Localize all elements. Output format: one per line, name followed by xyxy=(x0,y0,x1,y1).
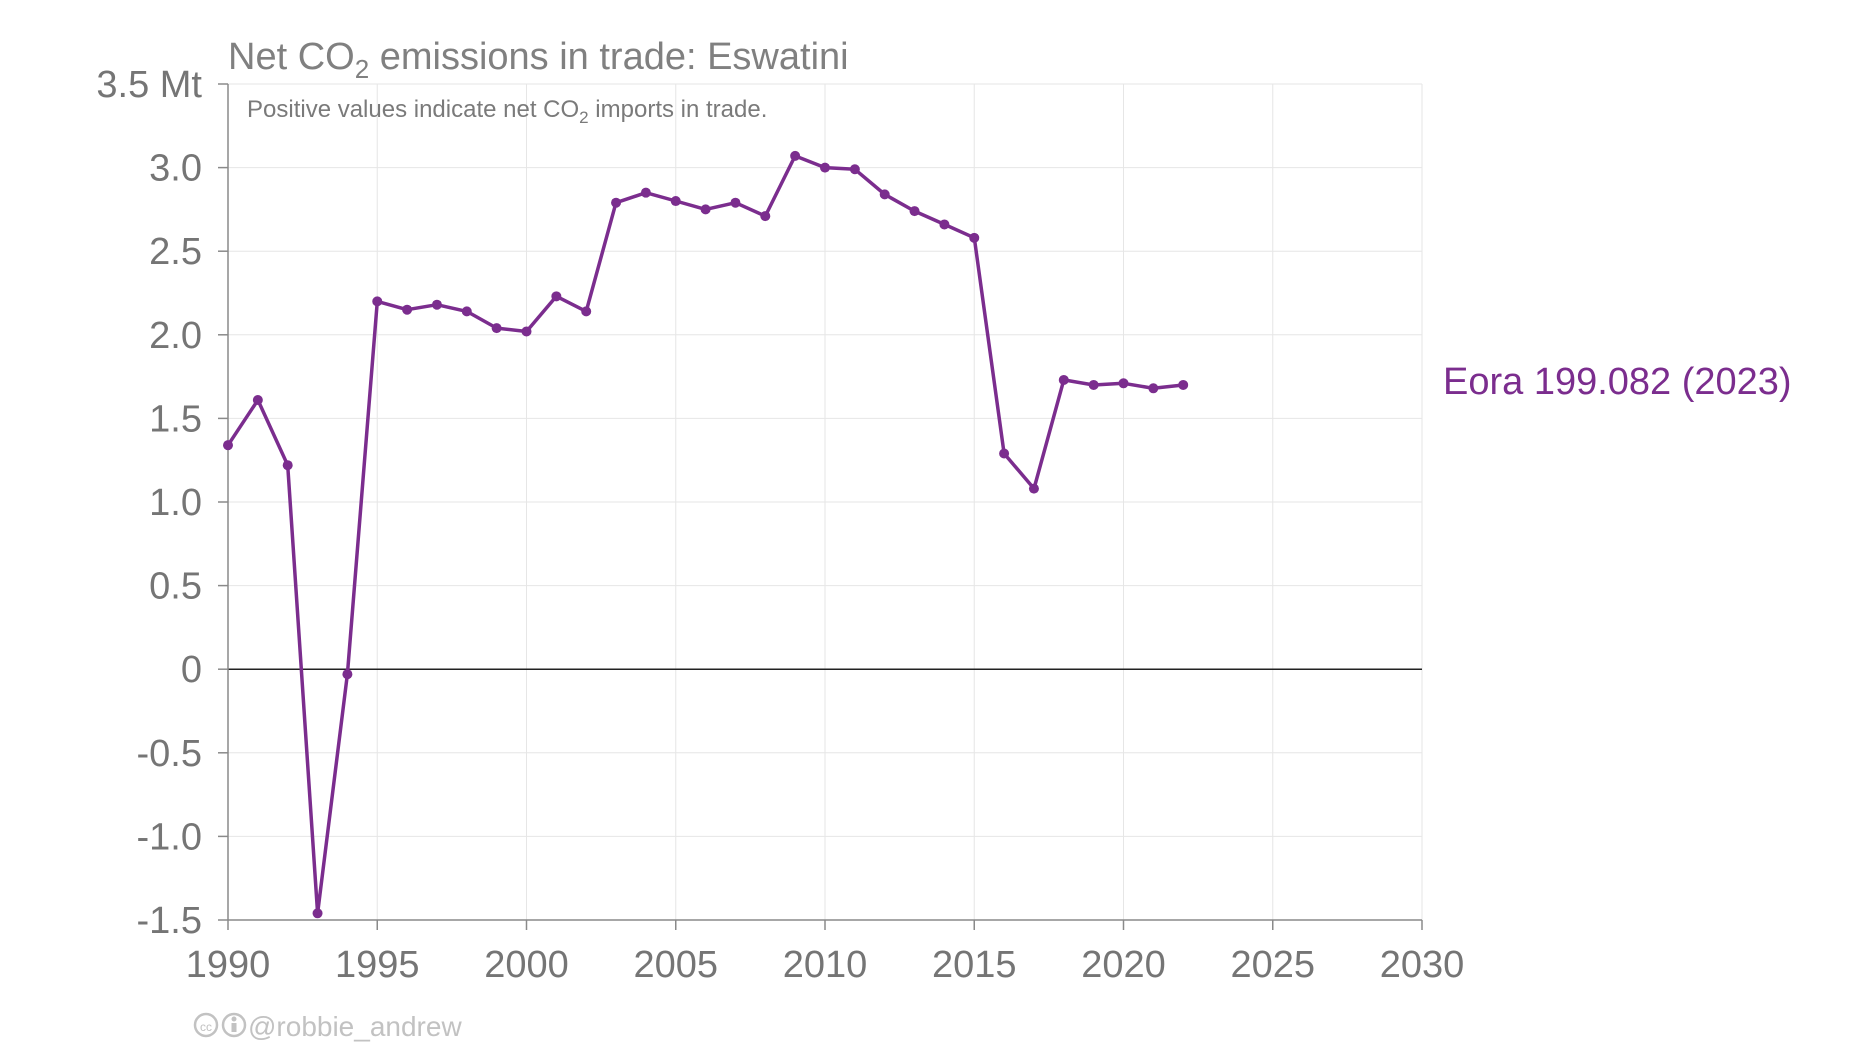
cc-icon: cc xyxy=(193,1012,219,1038)
series-line xyxy=(226,154,1185,916)
data-point xyxy=(700,204,711,215)
y-tick-label: 2.5 xyxy=(149,231,202,273)
series-layer xyxy=(223,150,1189,919)
y-tick-label: 1.5 xyxy=(149,398,202,440)
data-point xyxy=(551,291,562,302)
data-point xyxy=(461,306,472,317)
data-point xyxy=(760,211,771,222)
data-point xyxy=(879,189,890,200)
data-point xyxy=(1118,378,1129,389)
x-tick-label: 1990 xyxy=(186,944,271,986)
data-point xyxy=(611,197,622,208)
series-label: Eora 199.082 (2023) xyxy=(1443,361,1792,403)
grid xyxy=(228,83,1423,921)
axes xyxy=(218,83,1423,930)
data-point xyxy=(252,395,263,406)
y-tick-label: -0.5 xyxy=(137,733,202,775)
chart-subtitle: Positive values indicate net CO2 imports… xyxy=(247,96,767,127)
x-tick-labels: 1990 1995 2000 2005 2010 2015 2020 2025 2030 xyxy=(186,944,1465,986)
credit-text: @robbie_andrew xyxy=(248,1011,462,1042)
data-point xyxy=(1028,483,1039,494)
data-point xyxy=(581,306,592,317)
data-point xyxy=(282,460,293,471)
y-tick-labels: -1.5 -1.0 -0.5 0 0.5 1.0 1.5 2.0 2.5 3.0 3.5 Mt xyxy=(96,64,202,942)
x-tick-label: 2030 xyxy=(1380,944,1465,986)
y-tick-label: 2.0 xyxy=(149,315,202,357)
data-point xyxy=(1148,383,1159,394)
x-tick-label: 2005 xyxy=(633,944,718,986)
y-tick-label: 0 xyxy=(181,649,202,691)
data-point xyxy=(1178,379,1189,390)
data-point xyxy=(790,150,801,161)
chart-title: Net CO2 emissions in trade: Eswatini xyxy=(228,36,849,84)
y-tick-label: 3.0 xyxy=(149,148,202,190)
y-tick-label: -1.0 xyxy=(137,816,202,858)
data-point xyxy=(909,206,920,217)
y-tick-label: 1.0 xyxy=(149,482,202,524)
data-point xyxy=(969,232,980,243)
data-point xyxy=(849,164,860,175)
data-point xyxy=(402,304,413,315)
credit: cc @robbie_andrew xyxy=(193,1011,462,1042)
data-point xyxy=(491,323,502,334)
data-point xyxy=(431,299,442,310)
x-tick-label: 2025 xyxy=(1230,944,1315,986)
x-tick-label: 2015 xyxy=(932,944,1017,986)
data-point xyxy=(521,326,532,337)
data-point xyxy=(1088,379,1099,390)
data-point xyxy=(640,187,651,198)
x-tick-label: 2000 xyxy=(484,944,569,986)
data-point xyxy=(939,219,950,230)
data-point xyxy=(312,908,323,919)
x-tick-label: 2010 xyxy=(783,944,868,986)
data-point xyxy=(670,196,681,207)
data-point xyxy=(342,669,353,680)
y-tick-label: 0.5 xyxy=(149,566,202,608)
attribution-icon xyxy=(221,1012,247,1038)
data-point xyxy=(372,296,383,307)
svg-text:cc: cc xyxy=(200,1020,212,1034)
data-point xyxy=(730,197,741,208)
data-point xyxy=(820,162,830,173)
data-point xyxy=(223,440,233,451)
y-tick-label: -1.5 xyxy=(137,900,202,942)
y-tick-label: 3.5 Mt xyxy=(96,64,202,106)
data-point xyxy=(999,448,1010,459)
data-point xyxy=(1058,374,1069,385)
x-tick-label: 2020 xyxy=(1081,944,1166,986)
x-tick-label: 1995 xyxy=(335,944,420,986)
